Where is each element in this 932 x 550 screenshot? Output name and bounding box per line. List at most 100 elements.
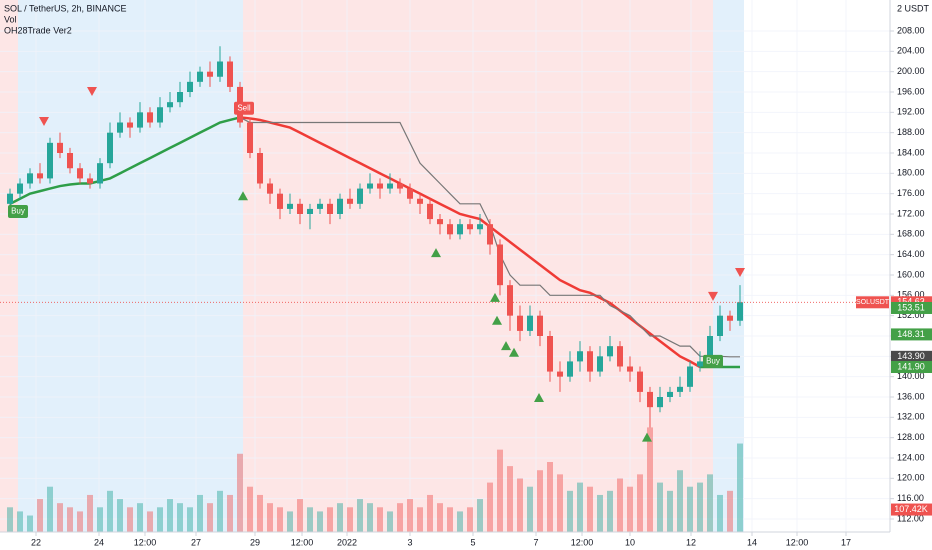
y-tick-label: 112.00: [897, 513, 924, 523]
candle-body: [677, 386, 683, 392]
candle-body: [547, 335, 553, 372]
volume-bar: [77, 511, 83, 532]
volume-bar: [337, 503, 343, 532]
y-tick-label: 128.00: [897, 432, 925, 442]
volume-bar: [7, 507, 13, 532]
y-tick-label: 192.00: [897, 107, 925, 117]
volume-bar: [207, 503, 213, 532]
candle-body: [157, 107, 163, 123]
volume-bar: [647, 427, 653, 532]
indicator-label: OH28Trade Ver2: [4, 25, 72, 35]
volume-bar: [67, 507, 73, 532]
volume-bar: [127, 507, 133, 532]
volume-bar: [727, 490, 733, 532]
y-tick-label: 200.00: [897, 66, 925, 76]
plot: Buy Sell Buy: [0, 0, 890, 532]
y-tick-label: 156.00: [897, 290, 925, 300]
volume-bar: [697, 482, 703, 532]
candle-body: [397, 183, 403, 189]
candle-body: [247, 122, 253, 154]
price-tag: [891, 350, 932, 363]
candle-body: [647, 391, 653, 408]
volume-bar: [657, 482, 663, 532]
volume-bar: [387, 511, 393, 532]
volume-bar: [217, 490, 223, 532]
signal-marker: [39, 116, 49, 126]
chart-title: SOL / TetherUS, 2h, BINANCE: [4, 3, 127, 13]
candle-body: [427, 203, 433, 220]
volume-bar: [97, 507, 103, 532]
candle-body: [307, 208, 313, 214]
volume-bar: [307, 507, 313, 532]
volume-bar: [57, 503, 63, 532]
y-tick-label: 188.00: [897, 127, 925, 137]
candle-body: [577, 351, 583, 362]
volume-bar: [487, 482, 493, 532]
y-tick-label: 164.00: [897, 249, 925, 259]
signal-marker: [735, 267, 745, 277]
volume-bar: [107, 490, 113, 532]
volume-bar: [737, 443, 743, 532]
candle-body: [187, 81, 193, 93]
x-tick-label: 14: [747, 537, 757, 547]
background-zone: [243, 0, 713, 532]
x-tick-label: 29: [250, 537, 260, 547]
volume-bar: [347, 507, 353, 532]
candle-body: [707, 335, 713, 362]
volume-bar: [537, 470, 543, 532]
volume-bar: [277, 507, 283, 532]
volume-bar: [227, 494, 233, 532]
signal-marker: [490, 292, 500, 302]
volume-bar: [637, 474, 643, 532]
x-tick-label: 12:00: [786, 537, 809, 547]
y-tick-label: 120.00: [897, 473, 925, 483]
candle-body: [207, 71, 213, 77]
candle-body: [717, 315, 723, 336]
volume-tag-label: 107.42K: [894, 504, 928, 514]
x-tick-label: 17: [841, 537, 851, 547]
volume-bar: [27, 515, 33, 532]
candle-body: [337, 198, 343, 214]
volume-bar: [437, 503, 443, 532]
x-tick-label: 12: [686, 537, 696, 547]
candle-body: [637, 371, 643, 392]
candle-body: [87, 178, 93, 184]
signal-label: Sell: [237, 103, 251, 112]
volume-bar: [87, 494, 93, 532]
volume-bar: [427, 494, 433, 532]
candle-body: [177, 92, 183, 103]
volume-bar: [357, 499, 363, 532]
price-tag-label: 154.63: [897, 297, 925, 307]
volume-bar: [117, 499, 123, 532]
volume-bar: [327, 507, 333, 532]
x-tick-label: 24: [94, 537, 104, 547]
candle-body: [417, 198, 423, 204]
volume-bar: [297, 499, 303, 532]
volume-bar: [477, 499, 483, 532]
volume-bar: [597, 494, 603, 532]
price-tag-label: 148.31: [897, 329, 925, 339]
x-tick-label: 12:00: [571, 537, 594, 547]
candle-body: [567, 361, 573, 377]
candle-body: [47, 142, 53, 179]
candle-body: [147, 112, 153, 123]
volume-bar: [247, 486, 253, 532]
candle-body: [167, 102, 173, 108]
volume-bar: [577, 482, 583, 532]
volume-bar: [197, 494, 203, 532]
unit-label: 2 USDT: [897, 3, 930, 13]
candle-body: [737, 302, 743, 321]
signal-marker: [492, 315, 502, 325]
signal-label: Buy: [706, 357, 720, 366]
candle-body: [457, 224, 463, 235]
candle-body: [437, 219, 443, 225]
signal-marker: [708, 291, 718, 301]
price-tag: [891, 361, 932, 374]
candle-body: [257, 153, 263, 184]
candle-body: [697, 361, 703, 367]
price-tag-label: 153.51: [897, 302, 925, 312]
candle-body: [297, 203, 303, 214]
candle-body: [467, 224, 473, 230]
volume-bar: [517, 478, 523, 532]
candle-body: [557, 371, 563, 377]
